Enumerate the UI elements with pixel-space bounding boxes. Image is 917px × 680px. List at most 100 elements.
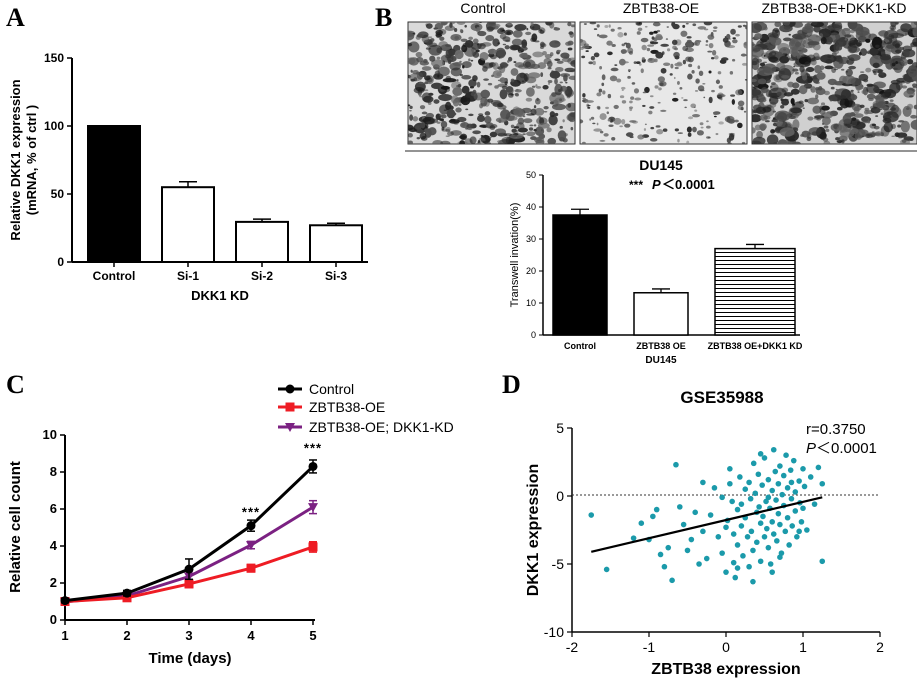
c-data-point: [246, 563, 256, 573]
d-x-tick-label: 2: [876, 639, 884, 655]
panel-label-d: D: [502, 370, 521, 399]
d-scatter-point: [657, 551, 664, 558]
d-scatter-point: [661, 563, 668, 570]
micrograph-zbtb38-oe-dkk1-kd: [751, 21, 917, 145]
d-scatter-point: [703, 555, 710, 562]
d-scatter-point: [738, 523, 745, 529]
c-data-point: [246, 541, 256, 551]
c-data-point: [122, 593, 132, 603]
d-scatter-point: [760, 513, 766, 520]
c-significance-stars: ***: [242, 504, 260, 519]
d-scatter-point: [777, 554, 783, 560]
d-scatter-point: [786, 542, 792, 548]
d-scatter-point: [723, 569, 729, 575]
d-scatter-point: [769, 569, 775, 575]
d-scatter-point: [748, 528, 755, 535]
b-bar: [714, 247, 796, 336]
d-scatter-point: [734, 565, 741, 571]
d-scatter-point: [757, 451, 764, 457]
d-scatter-point: [700, 528, 706, 535]
d-scatter-point: [782, 528, 789, 535]
d-x-axis-label: ZBTB38 expression: [651, 661, 800, 678]
d-stat-r: r=0.3750: [806, 421, 866, 438]
d-scatter-point: [801, 483, 808, 490]
d-chart-title: GSE35988: [680, 388, 763, 407]
d-scatter-point: [711, 485, 718, 491]
c-legend-label: Control: [309, 381, 354, 397]
d-scatter-point: [807, 474, 814, 480]
d-scatter-point: [755, 471, 762, 478]
d-scatter-point: [815, 464, 822, 471]
d-scatter-point: [730, 531, 737, 537]
d-scatter-point: [790, 457, 797, 464]
d-scatter-point: [792, 489, 799, 495]
d-scatter-point: [777, 521, 783, 528]
d-scatter-point: [752, 490, 759, 497]
c-x-tick-label: 4: [247, 628, 255, 643]
a-y-tick-label: 150: [44, 51, 64, 65]
d-scatter-point: [650, 513, 656, 520]
b-p-value: ＜0.0001: [662, 177, 715, 192]
d-scatter-point: [775, 510, 782, 517]
d-scatter-point: [761, 455, 768, 461]
c-data-point: [246, 521, 256, 531]
d-scatter-point: [746, 479, 752, 486]
d-scatter-point: [673, 461, 679, 468]
d-scatter-point: [742, 486, 749, 493]
b-x-tick-label: ZBTB38 OE: [636, 341, 686, 351]
panel-b: Control ZBTB38-OE ZBTB38-OE+DKK1-KD DU14…: [405, 0, 917, 366]
d-scatter-point: [764, 525, 770, 532]
a-y-tick-label: 50: [51, 187, 65, 201]
panel-a-bar-chart: 0 50 100 150 Control Si-1 Si-2 Si-3 DKK1 KD Re…: [8, 51, 368, 303]
a-y-tick-label: 100: [44, 119, 64, 133]
b-y-tick-label: 0: [531, 330, 536, 340]
b-y-tick-label: 50: [526, 170, 536, 180]
d-scatter-point: [777, 463, 783, 469]
c-y-tick-label: 2: [50, 575, 57, 590]
d-scatter-point: [787, 467, 794, 473]
d-scatter-point: [680, 521, 687, 528]
d-scatter-point: [669, 577, 675, 584]
d-scatter-point: [756, 504, 762, 510]
a-y-axis-label-line2: (mRNA, % of ctrl ): [24, 105, 39, 216]
d-scatter-point: [754, 539, 760, 546]
d-scatter-point: [788, 479, 795, 486]
c-y-axis-label: Relative cell count: [7, 461, 24, 593]
b-y-axis-label: Transwell invation(%): [509, 203, 521, 308]
d-x-tick-label: 1: [799, 639, 807, 655]
d-scatter-point: [804, 527, 810, 533]
d-scatter-point: [700, 479, 706, 486]
d-scatter-point: [757, 520, 764, 526]
d-scatter-point: [779, 491, 786, 498]
d-scatter-point: [819, 480, 826, 487]
d-scatter-point: [707, 512, 714, 518]
c-y-tick-label: 6: [50, 501, 57, 516]
b-bar: [552, 214, 608, 336]
d-y-tick-label: 5: [556, 420, 564, 436]
photo-label-control: Control: [460, 0, 505, 16]
d-scatter-point: [765, 544, 772, 551]
d-scatter-point: [737, 474, 743, 480]
d-scatter-point: [734, 542, 741, 548]
d-scatter-point: [744, 534, 751, 540]
c-data-point: [308, 542, 318, 552]
b-x-tick-label: ZBTB38 OE+DKK1 KD: [708, 341, 803, 351]
c-x-axis-label: Time (days): [148, 650, 231, 667]
c-data-point: [184, 579, 194, 589]
b-y-tick-label: 40: [526, 202, 536, 212]
c-significance-stars: ***: [304, 441, 322, 456]
d-scatter-point: [770, 446, 777, 453]
c-x-tick-label: 1: [61, 628, 68, 643]
d-scatter-point: [665, 544, 672, 551]
a-x-axis-label: DKK1 KD: [191, 288, 249, 303]
a-x-tick-label: Si-3: [325, 269, 347, 283]
d-scatter-point: [588, 512, 595, 518]
d-scatter-point: [684, 547, 691, 554]
d-y-tick-label: -10: [544, 624, 564, 640]
b-p-symbol: P: [652, 177, 661, 192]
d-scatter-point: [775, 480, 782, 487]
d-scatter-point: [732, 574, 739, 581]
c-y-tick-label: 4: [50, 538, 58, 553]
d-scatter-point: [798, 519, 805, 525]
